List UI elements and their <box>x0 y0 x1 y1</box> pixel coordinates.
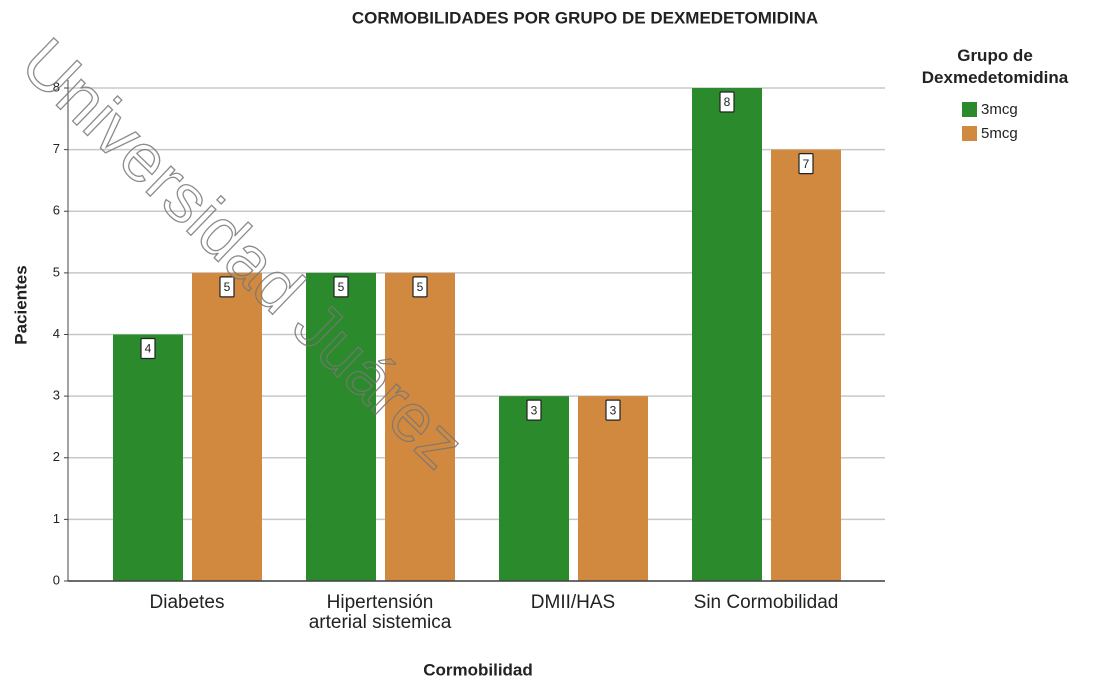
y-tick-label: 7 <box>53 141 60 156</box>
bar <box>578 396 648 581</box>
bar <box>306 272 376 581</box>
x-tick-label: Diabetes <box>149 592 225 613</box>
y-tick-label: 5 <box>53 264 60 279</box>
value-label: 7 <box>803 157 810 171</box>
bar <box>692 88 762 581</box>
value-label: 5 <box>338 280 345 294</box>
legend-swatch <box>962 126 977 141</box>
y-tick-label: 3 <box>53 388 60 403</box>
y-tick-label: 6 <box>53 203 60 218</box>
value-label-box <box>719 91 735 113</box>
x-tick-label: Hipertensión arterial sistemica <box>308 592 452 633</box>
value-label: 4 <box>145 342 152 356</box>
bar <box>385 272 455 581</box>
value-label: 5 <box>224 280 231 294</box>
y-tick-label: 0 <box>53 572 60 587</box>
legend-title: Grupo de Dexmedetomidina <box>921 46 1069 87</box>
legend-swatch <box>962 102 977 117</box>
value-label-box <box>140 337 156 360</box>
value-label-box <box>605 399 621 421</box>
y-tick-label: 8 <box>53 79 60 94</box>
y-axis-label: Pacientes <box>11 265 30 344</box>
bar <box>192 272 262 581</box>
y-tick-label: 4 <box>53 326 60 341</box>
legend-label: 5mcg <box>981 125 1018 142</box>
value-label: 8 <box>724 95 731 109</box>
value-label-box <box>333 276 349 298</box>
value-label-box <box>219 276 235 298</box>
y-tick-label: 1 <box>53 511 60 526</box>
x-tick-label: DMII/HAS <box>530 592 616 613</box>
y-tick-label: 2 <box>53 449 60 464</box>
bar <box>499 396 569 581</box>
value-label: 3 <box>531 403 538 417</box>
x-tick-label: Sin Cormobilidad <box>693 592 839 613</box>
value-label-box <box>526 399 542 421</box>
value-label-box <box>798 153 814 175</box>
value-label: 3 <box>610 403 617 417</box>
x-axis-label: Cormobilidad <box>423 660 533 679</box>
bar <box>771 149 841 581</box>
legend-label: 3mcg <box>981 101 1018 118</box>
value-label: 5 <box>417 280 424 294</box>
value-label-box <box>412 276 428 298</box>
bar <box>113 334 183 581</box>
chart-title: CORMOBILIDADES POR GRUPO DE DEXMEDETOMID… <box>352 8 818 27</box>
